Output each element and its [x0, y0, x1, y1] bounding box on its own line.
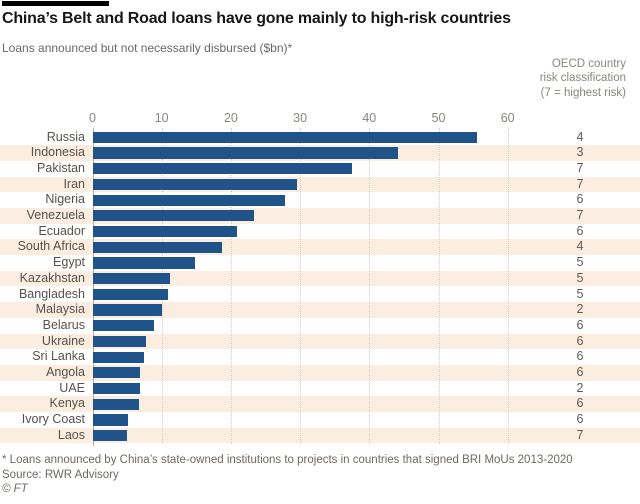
source-credit: Source: RWR Advisory: [2, 468, 119, 481]
risk-value: 5: [576, 255, 584, 270]
risk-value: 2: [576, 380, 584, 395]
country-label: Angola: [46, 365, 85, 379]
country-label: Bangladesh: [18, 286, 85, 301]
risk-value: 5: [576, 270, 584, 285]
bar: [92, 273, 170, 285]
row-stripe: [0, 365, 640, 381]
bar: [92, 304, 163, 316]
row-stripe: [0, 333, 640, 350]
country-label: Kenya: [49, 396, 85, 411]
country-label: Laos: [57, 427, 85, 442]
country-label: Indonesia: [30, 145, 85, 160]
chart-subtitle: Loans announced but not necessarily disb…: [2, 41, 293, 55]
risk-value: 3: [576, 145, 584, 160]
bar: [92, 367, 141, 379]
bar: [92, 430, 128, 442]
ft-copyright: © FT: [2, 483, 28, 495]
risk-value: 7: [576, 160, 584, 175]
gridline: [369, 128, 371, 444]
bar: [92, 398, 139, 410]
bar: [92, 147, 399, 159]
bar: [92, 131, 478, 143]
country-label: Sri Lanka: [32, 349, 85, 364]
country-label: Ecuador: [38, 223, 85, 238]
gridline: [230, 128, 232, 444]
risk-value: 6: [576, 412, 584, 427]
country-label: South Africa: [17, 239, 85, 254]
bar: [92, 241, 222, 253]
row-stripe: [0, 427, 640, 444]
risk-value: 6: [576, 333, 584, 348]
risk-value: 4: [576, 239, 584, 254]
risk-value: 5: [576, 286, 584, 301]
country-label: Venezuela: [26, 208, 85, 222]
bar: [92, 194, 285, 206]
bar: [92, 351, 145, 363]
country-label: Belarus: [42, 317, 85, 332]
country-label: Pakistan: [37, 160, 85, 175]
bar: [92, 257, 195, 269]
country-label: Nigeria: [45, 192, 85, 207]
bar: [92, 225, 238, 238]
risk-value: 7: [576, 427, 584, 442]
bar: [92, 210, 254, 222]
row-stripe: [0, 396, 640, 413]
x-axis-baseline: [92, 128, 94, 446]
country-label: Ukraine: [41, 333, 85, 348]
country-label: Ivory Coast: [21, 412, 85, 427]
top-rule: [2, 1, 109, 6]
bar: [92, 414, 129, 426]
footnote: * Loans announced by China’s state-owned…: [2, 454, 573, 466]
risk-value: 6: [576, 223, 584, 238]
x-tick-label: 30: [293, 111, 308, 125]
gridline: [438, 128, 440, 444]
chart-title: China’s Belt and Road loans have gone ma…: [2, 10, 511, 27]
risk-value: 6: [576, 396, 584, 411]
x-tick-label: 20: [223, 111, 238, 125]
risk-value: 6: [576, 192, 584, 207]
risk-value: 6: [576, 317, 584, 332]
country-label: Egypt: [53, 255, 85, 270]
x-tick-label: 60: [500, 111, 515, 125]
bar: [92, 335, 146, 348]
x-tick-label: 10: [154, 111, 169, 125]
gridline: [300, 128, 302, 444]
gridline: [161, 128, 163, 444]
risk-value: 6: [576, 349, 584, 364]
bar: [92, 288, 168, 300]
risk-value: 2: [576, 302, 584, 317]
x-tick-label: 50: [431, 111, 446, 125]
country-label: Malaysia: [35, 302, 85, 317]
risk-value: 7: [576, 176, 584, 191]
country-label: Russia: [46, 129, 85, 144]
country-label: Iran: [63, 176, 85, 191]
bar: [92, 382, 140, 395]
bar: [92, 320, 155, 332]
risk-value: 4: [576, 129, 584, 144]
risk-column-legend: OECD country risk classification (7 = hi…: [539, 58, 626, 99]
x-tick-label: 0: [89, 111, 96, 125]
gridline: [507, 128, 509, 444]
bar: [92, 178, 297, 191]
x-tick-label: 40: [362, 111, 377, 125]
risk-value: 7: [576, 208, 584, 222]
country-label: Kazakhstan: [19, 270, 85, 285]
risk-value: 6: [576, 365, 584, 379]
country-label: UAE: [59, 380, 85, 395]
bar: [92, 163, 352, 175]
